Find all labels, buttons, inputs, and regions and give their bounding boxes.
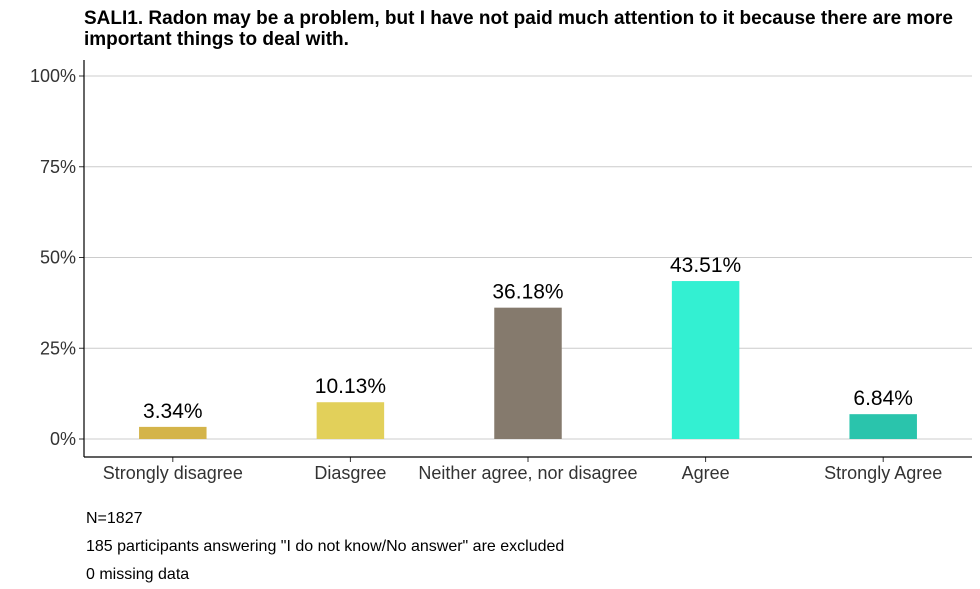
x-tick-label: Diasgree	[314, 463, 386, 483]
x-tick-label: Strongly disagree	[103, 463, 243, 483]
excluded-note: 185 participants answering "I do not kno…	[86, 538, 565, 555]
bars	[139, 281, 917, 439]
y-tick-label: 100%	[30, 66, 76, 86]
data-label: 43.51%	[670, 254, 741, 277]
y-tick-label: 25%	[40, 338, 76, 358]
data-label: 36.18%	[492, 281, 563, 304]
bar	[139, 426, 207, 439]
data-labels: 3.34% 10.13% 36.18% 43.51% 6.84%	[143, 254, 913, 423]
y-tick-label: 0%	[50, 429, 76, 449]
x-tick-label: Neither agree, nor disagree	[418, 463, 637, 483]
bar	[316, 402, 385, 439]
chart-title: SALI1. Radon may be a problem, but I hav…	[84, 8, 953, 50]
y-axis-ticks: 0% 25% 50% 75% 100%	[30, 66, 84, 449]
sample-size-note: N=1827	[86, 510, 143, 527]
missing-data-note: 0 missing data	[86, 566, 190, 583]
y-tick-label: 50%	[40, 248, 76, 268]
data-label: 3.34%	[143, 400, 203, 423]
bar	[849, 414, 917, 439]
data-label: 6.84%	[853, 387, 913, 410]
x-tick-label: Agree	[682, 463, 730, 483]
y-tick-label: 75%	[40, 157, 76, 177]
data-label: 10.13%	[315, 375, 386, 398]
bar	[671, 281, 740, 439]
notes: N=1827 185 participants answering "I do …	[86, 505, 564, 589]
x-axis-ticks: Strongly disagree Diasgree Neither agree, …	[103, 457, 942, 483]
bar	[494, 307, 562, 439]
x-tick-label: Strongly Agree	[824, 463, 942, 483]
